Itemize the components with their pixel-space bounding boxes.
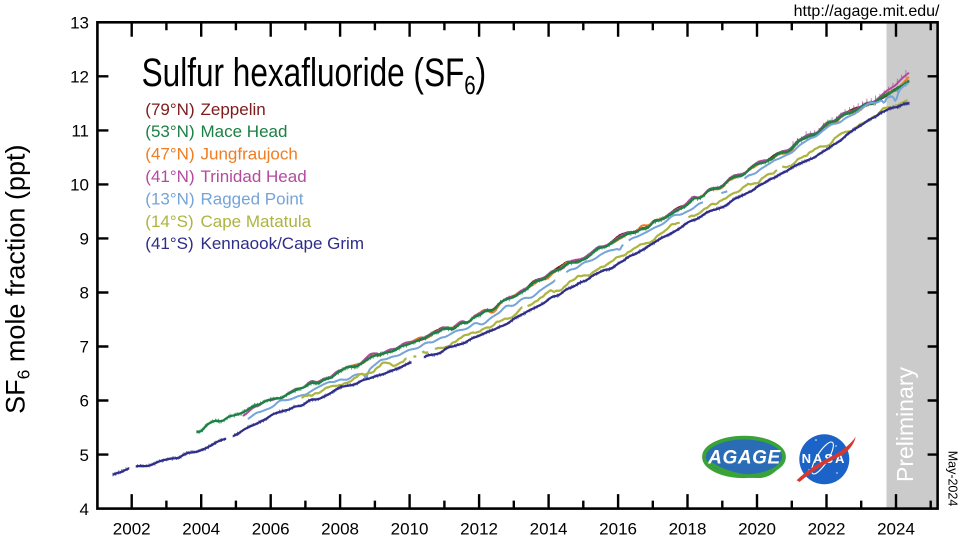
svg-text:6: 6 bbox=[80, 392, 89, 411]
svg-text:(14°S): (14°S) bbox=[145, 212, 193, 231]
svg-text:(13°N): (13°N) bbox=[145, 189, 194, 208]
svg-text:2002: 2002 bbox=[113, 520, 151, 539]
svg-text:Kennaook/Cape Grim: Kennaook/Cape Grim bbox=[201, 234, 364, 253]
svg-text:9: 9 bbox=[80, 230, 89, 249]
svg-text:http://agage.mit.edu/: http://agage.mit.edu/ bbox=[794, 3, 940, 20]
svg-text:SF6 mole fraction (ppt): SF6 mole fraction (ppt) bbox=[1, 145, 34, 414]
svg-text:2008: 2008 bbox=[321, 520, 359, 539]
svg-text:AGAGE: AGAGE bbox=[707, 447, 781, 468]
svg-text:(79°N): (79°N) bbox=[145, 100, 194, 119]
svg-text:7: 7 bbox=[80, 338, 89, 357]
svg-text:11: 11 bbox=[71, 122, 89, 141]
svg-text:8: 8 bbox=[80, 284, 89, 303]
svg-text:Trinidad Head: Trinidad Head bbox=[201, 167, 307, 186]
svg-text:(41°S): (41°S) bbox=[145, 234, 193, 253]
svg-text:2004: 2004 bbox=[182, 520, 220, 539]
svg-text:2006: 2006 bbox=[252, 520, 290, 539]
svg-text:10: 10 bbox=[70, 176, 89, 195]
svg-text:2018: 2018 bbox=[669, 520, 707, 539]
svg-text:(41°N): (41°N) bbox=[145, 167, 194, 186]
svg-text:NASA: NASA bbox=[802, 451, 847, 466]
svg-text:2014: 2014 bbox=[530, 520, 568, 539]
svg-text:12: 12 bbox=[70, 68, 89, 87]
svg-text:Cape Matatula: Cape Matatula bbox=[201, 212, 312, 231]
svg-text:2010: 2010 bbox=[391, 520, 429, 539]
svg-text:4: 4 bbox=[80, 500, 89, 519]
svg-text:13: 13 bbox=[70, 14, 89, 33]
svg-text:5: 5 bbox=[80, 446, 89, 465]
svg-text:Zeppelin: Zeppelin bbox=[201, 100, 266, 119]
svg-text:2020: 2020 bbox=[738, 520, 776, 539]
svg-text:(47°N): (47°N) bbox=[145, 145, 194, 164]
svg-text:Mace Head: Mace Head bbox=[201, 122, 288, 141]
svg-text:2016: 2016 bbox=[599, 520, 637, 539]
svg-text:Sulfur hexafluoride (SF6): Sulfur hexafluoride (SF6) bbox=[142, 50, 487, 100]
svg-text:Ragged Point: Ragged Point bbox=[201, 189, 304, 208]
svg-text:(53°N): (53°N) bbox=[145, 122, 194, 141]
svg-text:2022: 2022 bbox=[808, 520, 846, 539]
svg-text:May-2024: May-2024 bbox=[946, 451, 960, 507]
svg-text:2024: 2024 bbox=[877, 520, 915, 539]
svg-text:Preliminary: Preliminary bbox=[892, 366, 918, 482]
svg-text:Jungfraujoch: Jungfraujoch bbox=[201, 145, 298, 164]
svg-text:2012: 2012 bbox=[460, 520, 498, 539]
